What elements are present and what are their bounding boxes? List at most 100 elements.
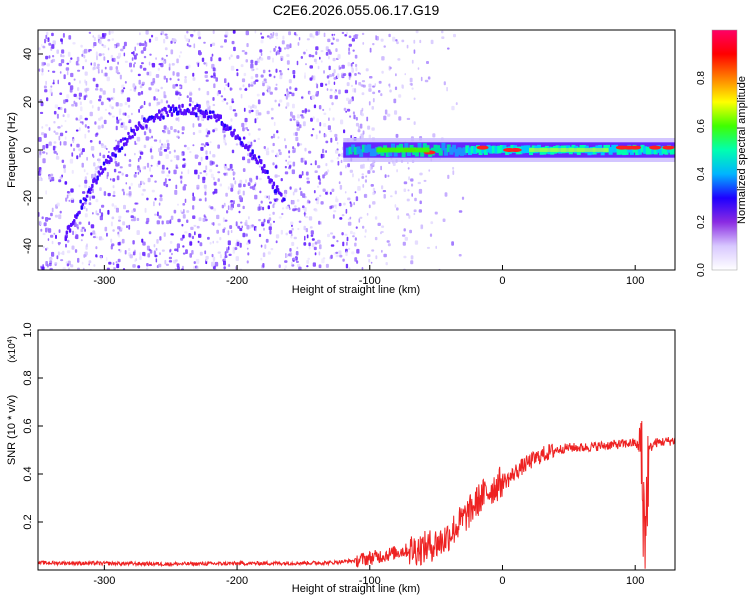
noise-speck: [61, 159, 65, 163]
noise-speck: [98, 140, 101, 145]
noise-speck: [329, 88, 333, 92]
noise-speck: [315, 91, 319, 96]
noise-speck: [383, 45, 386, 48]
noise-speck: [285, 106, 288, 109]
arc-point: [208, 110, 212, 115]
noise-speck: [45, 34, 48, 40]
carrier-peak-segment: [529, 148, 609, 152]
noise-speck: [77, 87, 80, 91]
noise-speck: [50, 59, 54, 64]
noise-speck: [142, 251, 146, 256]
noise-speck: [41, 72, 44, 76]
noise-speck: [259, 190, 262, 194]
noise-speck: [290, 111, 293, 117]
noise-speck: [442, 218, 446, 222]
noise-speck: [293, 74, 296, 79]
noise-speck: [355, 196, 359, 202]
noise-speck: [351, 38, 355, 42]
noise-speck: [58, 229, 61, 233]
noise-speck: [270, 248, 274, 251]
y-tick-label: -40: [22, 238, 34, 254]
noise-speck: [217, 144, 220, 149]
noise-speck: [292, 70, 296, 75]
noise-speck: [148, 264, 152, 267]
noise-speck: [249, 186, 254, 189]
noise-speck: [169, 219, 172, 224]
noise-speck: [155, 258, 158, 263]
noise-speck: [38, 176, 42, 181]
noise-speck: [122, 221, 126, 226]
noise-speck: [192, 192, 194, 197]
noise-speck: [145, 136, 150, 141]
noise-speck: [159, 151, 163, 156]
noise-speck: [352, 235, 355, 238]
noise-speck: [268, 195, 270, 200]
noise-speck: [205, 142, 209, 146]
noise-speck: [338, 153, 341, 157]
noise-speck: [367, 170, 371, 174]
noise-speck: [213, 181, 217, 186]
noise-speck: [221, 99, 225, 103]
noise-speck: [268, 217, 272, 221]
noise-speck: [246, 260, 249, 264]
noise-speck: [411, 59, 414, 64]
noise-speck: [234, 112, 238, 117]
spectrogram-y-label: Frequency (Hz): [6, 112, 18, 188]
noise-speck: [407, 161, 409, 165]
noise-speck: [146, 197, 149, 201]
noise-speck: [394, 204, 397, 208]
noise-speck: [90, 224, 95, 229]
noise-speck: [168, 63, 171, 68]
noise-speck: [197, 31, 201, 36]
noise-speck: [289, 86, 292, 90]
noise-speck: [370, 184, 374, 187]
carrier-core: [526, 145, 531, 153]
noise-speck: [392, 36, 396, 42]
noise-speck: [41, 126, 44, 129]
spectrogram-noise-layer: [38, 30, 465, 270]
carrier-core: [417, 142, 422, 151]
noise-speck: [274, 87, 278, 91]
noise-speck: [280, 229, 283, 235]
carrier-core: [462, 147, 467, 155]
noise-speck: [143, 67, 147, 71]
noise-speck: [443, 81, 446, 86]
noise-speck: [264, 244, 267, 249]
noise-speck: [213, 83, 216, 89]
noise-speck: [345, 251, 348, 257]
noise-speck: [423, 179, 427, 182]
y-tick-label: 1.0: [22, 322, 34, 337]
noise-speck: [336, 157, 340, 160]
noise-speck: [179, 51, 183, 54]
noise-speck: [426, 61, 429, 64]
noise-speck: [237, 225, 241, 229]
noise-speck: [220, 45, 224, 48]
noise-speck: [328, 74, 333, 78]
noise-speck: [81, 162, 84, 168]
noise-speck: [307, 199, 310, 204]
noise-speck: [371, 249, 375, 252]
noise-speck: [148, 38, 152, 43]
arc-point: [129, 135, 132, 140]
noise-speck: [182, 245, 185, 248]
arc-point: [112, 152, 115, 157]
noise-speck: [236, 55, 240, 59]
noise-speck: [228, 263, 230, 267]
noise-speck: [419, 39, 422, 44]
noise-speck: [401, 84, 404, 89]
noise-speck: [192, 144, 195, 147]
carrier-core: [624, 147, 629, 155]
noise-speck: [135, 53, 138, 56]
noise-speck: [52, 70, 56, 73]
noise-speck: [313, 246, 317, 251]
noise-speck: [80, 151, 83, 155]
noise-speck: [137, 73, 141, 77]
noise-speck: [72, 230, 74, 236]
noise-speck: [128, 186, 131, 190]
noise-speck: [315, 82, 318, 86]
noise-speck: [250, 84, 254, 87]
noise-speck: [157, 101, 161, 105]
noise-speck: [101, 69, 103, 74]
noise-speck: [123, 125, 128, 130]
noise-speck: [266, 84, 270, 89]
